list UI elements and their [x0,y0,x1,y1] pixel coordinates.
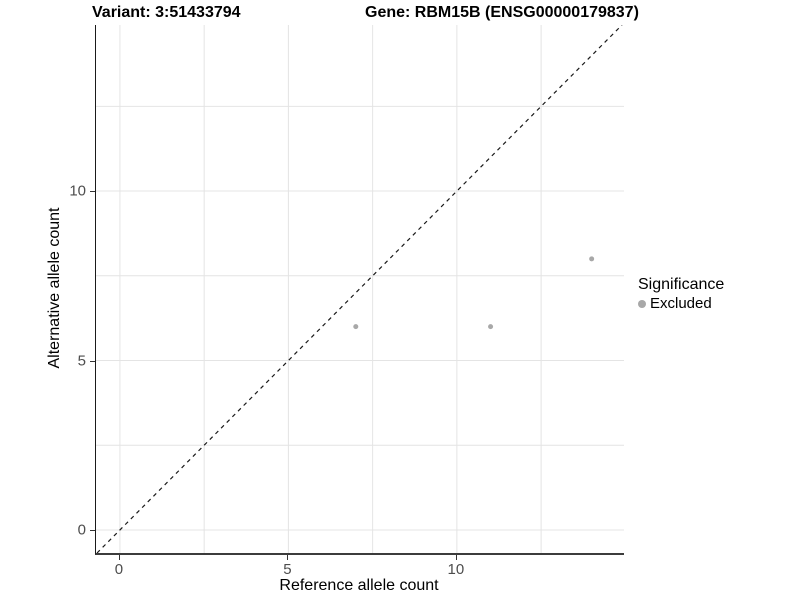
x-tick-mark [455,555,457,560]
y-tick-label: 0 [77,521,86,539]
x-tick-label: 10 [447,561,465,578]
legend: Significance Excluded [638,276,724,312]
y-tick-mark [90,191,95,193]
legend-items: Excluded [638,295,724,312]
legend-item-label: Excluded [650,295,712,312]
legend-point-icon [638,299,646,308]
y-tick-label: 10 [69,182,86,200]
plot-title-variant: Variant: 3:51433794 [92,4,241,21]
y-tick-mark [90,529,95,531]
data-point [488,324,494,330]
y-axis-title: Alternative allele count [46,207,63,369]
identity-reference-line [96,25,623,553]
y-tick-label: 5 [77,352,86,369]
x-tick-mark [118,555,120,560]
x-tick-label: 5 [283,561,292,578]
data-point [589,256,595,262]
x-tick-mark [287,555,289,560]
y-tick-mark [90,360,95,362]
x-tick-label: 0 [114,561,124,578]
legend-title: Significance [638,276,725,293]
plot-title-gene: Gene: RBM15B (ENSG00000179837) [365,4,639,21]
scatter-chart [96,25,624,553]
plot-panel [95,25,624,555]
legend-item: Excluded [638,295,724,312]
data-point [353,324,359,330]
x-axis-title: Reference allele count [279,577,439,594]
